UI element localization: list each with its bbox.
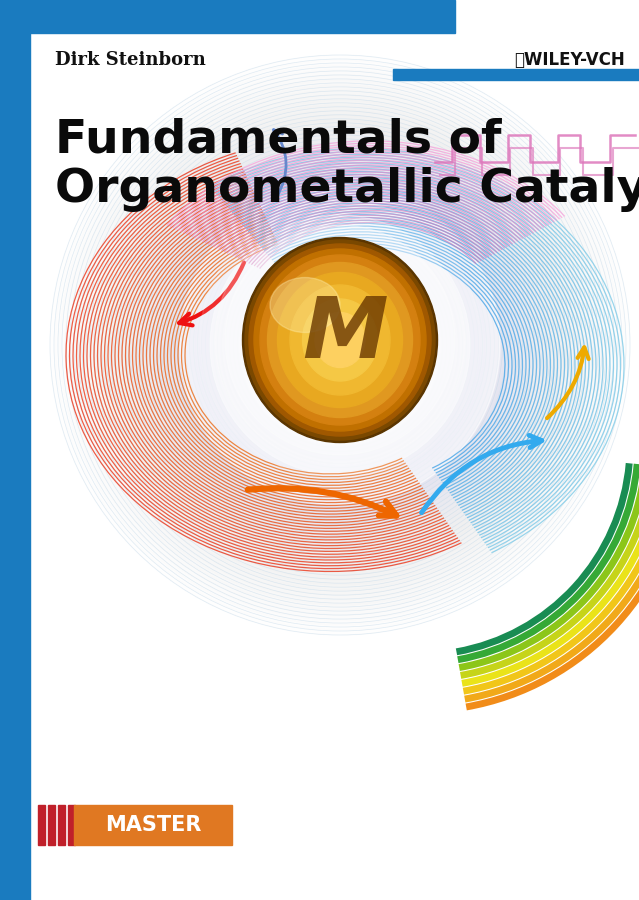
Circle shape xyxy=(210,215,470,475)
Ellipse shape xyxy=(277,273,403,408)
Ellipse shape xyxy=(260,255,420,425)
Text: MASTER: MASTER xyxy=(105,815,201,835)
Circle shape xyxy=(180,185,500,505)
Ellipse shape xyxy=(254,249,426,431)
FancyArrowPatch shape xyxy=(273,130,286,198)
FancyArrowPatch shape xyxy=(179,263,244,326)
Bar xyxy=(48,805,55,845)
Ellipse shape xyxy=(270,277,340,332)
Ellipse shape xyxy=(302,299,378,381)
Text: Fundamentals of: Fundamentals of xyxy=(55,118,502,163)
Ellipse shape xyxy=(249,244,431,436)
Ellipse shape xyxy=(242,238,438,443)
Circle shape xyxy=(225,225,455,455)
FancyArrowPatch shape xyxy=(422,436,542,513)
Text: M: M xyxy=(302,293,388,376)
Bar xyxy=(74,805,232,845)
Circle shape xyxy=(240,245,440,445)
Text: Dirk Steinborn: Dirk Steinborn xyxy=(55,51,206,69)
Ellipse shape xyxy=(268,263,413,418)
Bar xyxy=(393,69,639,80)
FancyArrowPatch shape xyxy=(547,347,589,419)
FancyArrowPatch shape xyxy=(248,488,396,516)
Ellipse shape xyxy=(315,312,365,367)
Bar xyxy=(68,805,75,845)
Circle shape xyxy=(200,200,480,480)
Text: ⓁWILEY-VCH: ⓁWILEY-VCH xyxy=(514,51,626,69)
Text: Organometallic Catalysis: Organometallic Catalysis xyxy=(55,167,639,212)
Ellipse shape xyxy=(290,285,390,395)
Bar xyxy=(0,0,30,900)
Ellipse shape xyxy=(245,240,435,440)
Bar xyxy=(58,805,65,845)
Bar xyxy=(38,805,45,845)
Circle shape xyxy=(215,215,465,465)
Bar xyxy=(0,0,455,33)
